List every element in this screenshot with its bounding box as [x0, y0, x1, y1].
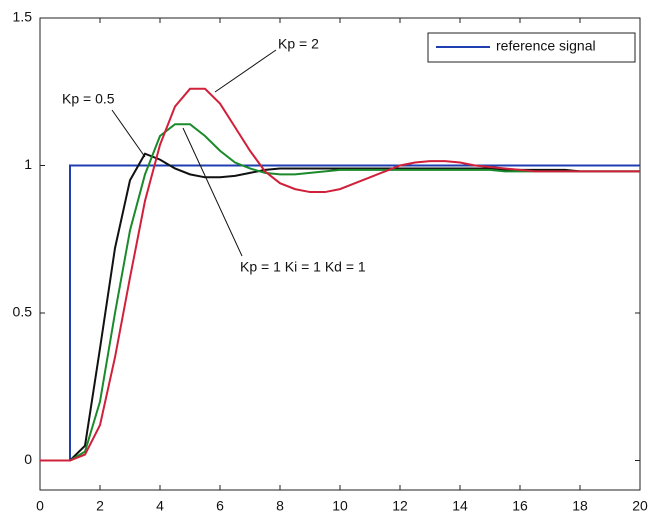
x-tick-label: 8 — [276, 498, 284, 514]
x-tick-label: 16 — [512, 498, 528, 514]
line-series — [40, 152, 640, 462]
x-tick-label: 10 — [332, 498, 348, 514]
annotation: Kp = 1 Ki = 1 Kd = 1 — [240, 259, 366, 275]
x-tick-label: 6 — [216, 498, 224, 514]
line-series — [40, 123, 640, 462]
x-tick-label: 2 — [96, 498, 104, 514]
annotation: Kp = 0.5 — [62, 91, 115, 107]
plot-frame — [39, 17, 641, 491]
y-tick-label: 0 — [24, 451, 32, 467]
y-tick-label: 1 — [24, 156, 32, 172]
y-tick-label: 1.5 — [13, 9, 33, 25]
y-tick-label: 0.5 — [13, 304, 33, 320]
annotation: Kp = 2 — [278, 36, 319, 52]
x-tick-label: 18 — [572, 498, 588, 514]
annotation-arrow — [214, 49, 277, 93]
x-tick-label: 0 — [36, 498, 44, 514]
legend-label: reference signal — [496, 38, 596, 54]
line-series — [40, 164, 640, 462]
annotation-arrow — [182, 127, 243, 257]
x-tick-label: 4 — [156, 498, 164, 514]
x-tick-label: 20 — [632, 498, 648, 514]
annotation-arrow — [111, 109, 146, 158]
x-tick-label: 12 — [392, 498, 408, 514]
x-tick-label: 14 — [452, 498, 468, 514]
line-series — [40, 87, 640, 462]
